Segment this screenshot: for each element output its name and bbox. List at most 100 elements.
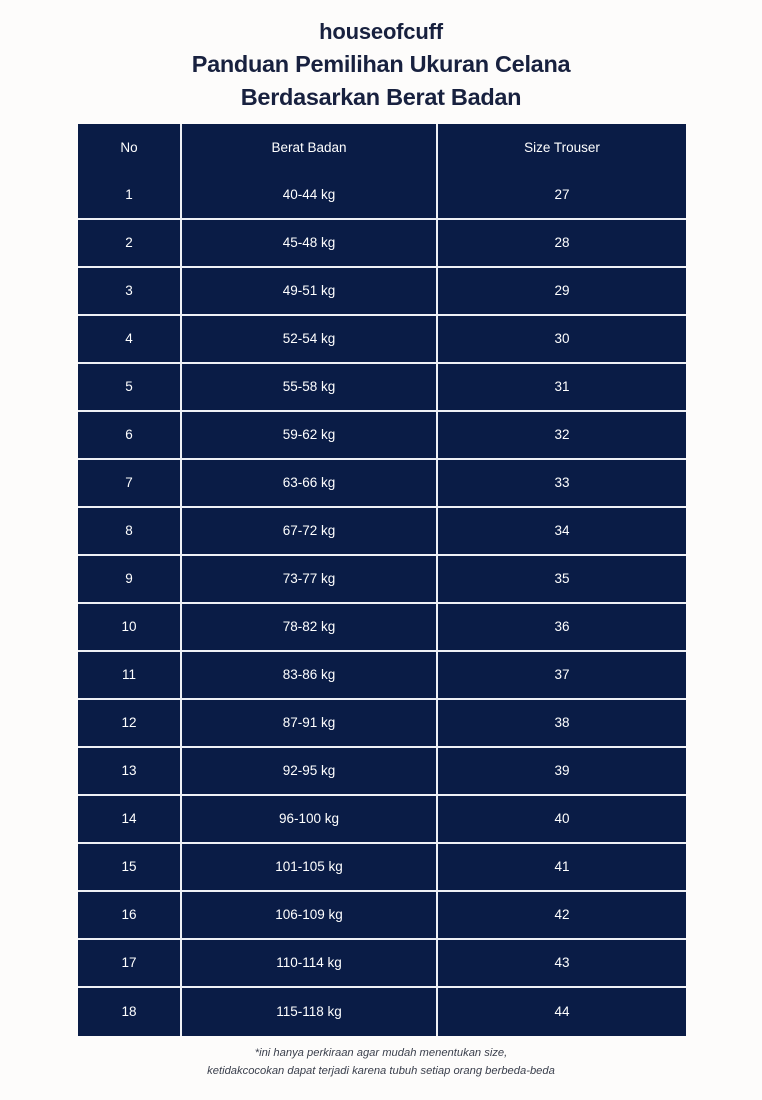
cell-no-value: 6	[125, 427, 133, 443]
cell-size: 29	[438, 268, 686, 316]
column-header-no-label: No	[120, 140, 138, 156]
cell-weight-value: 92-95 kg	[282, 763, 336, 779]
size-table: No Berat Badan Size Trouser 1 40-44 kg 2…	[78, 124, 686, 1036]
cell-no-value: 4	[125, 331, 133, 347]
cell-no: 7	[78, 460, 182, 508]
cell-size-value: 29	[554, 283, 570, 299]
cell-weight-value: 52-54 kg	[282, 331, 336, 347]
cell-size: 37	[438, 652, 686, 700]
cell-no-value: 16	[121, 907, 137, 923]
size-table-container: No Berat Badan Size Trouser 1 40-44 kg 2…	[78, 124, 686, 1036]
cell-size: 41	[438, 844, 686, 892]
cell-size: 32	[438, 412, 686, 460]
cell-no-value: 8	[125, 523, 133, 539]
cell-no-value: 11	[121, 667, 136, 683]
footnote-line-1: *ini hanya perkiraan agar mudah menentuk…	[254, 1047, 508, 1059]
cell-weight-value: 110-114 kg	[276, 955, 342, 971]
cell-weight: 78-82 kg	[182, 604, 438, 652]
cell-size-value: 36	[554, 619, 570, 635]
table-row: 14 96-100 kg 40	[78, 796, 686, 844]
cell-size: 44	[438, 988, 686, 1036]
brand-name: houseofcuff	[319, 19, 443, 44]
footnote: *ini hanya perkiraan agar mudah menentuk…	[0, 1045, 762, 1081]
cell-size-value: 39	[554, 763, 570, 779]
cell-size: 36	[438, 604, 686, 652]
table-row: 2 45-48 kg 28	[78, 220, 686, 268]
cell-weight-value: 67-72 kg	[282, 523, 336, 539]
cell-size: 30	[438, 316, 686, 364]
table-row: 16 106-109 kg 42	[78, 892, 686, 940]
page-title-line-2: Berdasarkan Berat Badan	[240, 83, 522, 110]
page-header: houseofcuff Panduan Pemilihan Ukuran Cel…	[0, 0, 762, 114]
cell-no-value: 15	[121, 859, 137, 875]
cell-weight-value: 115-118 kg	[276, 1004, 342, 1020]
footnote-line-2: ketidakcocokan dapat terjadi karena tubu…	[207, 1064, 555, 1077]
cell-size: 31	[438, 364, 686, 412]
cell-size-value: 42	[554, 907, 570, 923]
cell-size-value: 40	[554, 811, 570, 827]
cell-no: 15	[78, 844, 182, 892]
cell-weight: 55-58 kg	[182, 364, 438, 412]
cell-no: 1	[78, 172, 182, 220]
cell-weight: 96-100 kg	[182, 796, 438, 844]
column-header-no: No	[78, 124, 182, 172]
cell-no-value: 10	[121, 619, 137, 635]
cell-weight-value: 59-62 kg	[282, 427, 336, 443]
cell-weight-value: 63-66 kg	[282, 475, 336, 491]
cell-weight-value: 40-44 kg	[282, 187, 336, 203]
table-header-row: No Berat Badan Size Trouser	[78, 124, 686, 172]
table-row: 17 110-114 kg 43	[78, 940, 686, 988]
table-row: 5 55-58 kg 31	[78, 364, 686, 412]
cell-weight: 45-48 kg	[182, 220, 438, 268]
cell-size: 33	[438, 460, 686, 508]
table-row: 4 52-54 kg 30	[78, 316, 686, 364]
cell-size-value: 34	[554, 523, 570, 539]
cell-size-value: 32	[554, 427, 570, 443]
table-row: 11 83-86 kg 37	[78, 652, 686, 700]
cell-weight: 59-62 kg	[182, 412, 438, 460]
table-row: 15 101-105 kg 41	[78, 844, 686, 892]
cell-size: 42	[438, 892, 686, 940]
table-row: 10 78-82 kg 36	[78, 604, 686, 652]
cell-size-value: 33	[554, 475, 570, 491]
cell-no-value: 5	[125, 379, 133, 395]
cell-no-value: 17	[121, 955, 137, 971]
cell-no: 12	[78, 700, 182, 748]
cell-size: 40	[438, 796, 686, 844]
cell-no: 13	[78, 748, 182, 796]
cell-size-value: 31	[554, 379, 570, 395]
table-row: 6 59-62 kg 32	[78, 412, 686, 460]
cell-size: 39	[438, 748, 686, 796]
cell-weight: 101-105 kg	[182, 844, 438, 892]
table-row: 18 115-118 kg 44	[78, 988, 686, 1036]
cell-no: 11	[78, 652, 182, 700]
table-row: 8 67-72 kg 34	[78, 508, 686, 556]
cell-no: 2	[78, 220, 182, 268]
cell-weight-value: 87-91 kg	[282, 715, 336, 731]
cell-weight: 92-95 kg	[182, 748, 438, 796]
cell-no-value: 18	[121, 1004, 137, 1020]
cell-weight-value: 55-58 kg	[282, 379, 336, 395]
page-title-line-1: Panduan Pemilihan Ukuran Celana	[191, 51, 571, 78]
cell-weight: 67-72 kg	[182, 508, 438, 556]
cell-no: 3	[78, 268, 182, 316]
column-header-berat-badan-label: Berat Badan	[271, 140, 347, 156]
cell-size: 35	[438, 556, 686, 604]
cell-no: 14	[78, 796, 182, 844]
cell-no-value: 1	[125, 187, 133, 203]
cell-weight: 40-44 kg	[182, 172, 438, 220]
cell-no-value: 13	[121, 763, 137, 779]
cell-weight-value: 83-86 kg	[282, 667, 336, 683]
cell-size-value: 28	[554, 235, 570, 251]
cell-weight: 73-77 kg	[182, 556, 438, 604]
cell-no-value: 7	[125, 475, 133, 491]
cell-weight: 52-54 kg	[182, 316, 438, 364]
cell-weight-value: 101-105 kg	[275, 859, 343, 875]
table-row: 3 49-51 kg 29	[78, 268, 686, 316]
cell-size-value: 41	[554, 859, 570, 875]
cell-size-value: 44	[554, 1004, 570, 1020]
column-header-size-trouser: Size Trouser	[438, 124, 686, 172]
cell-no: 18	[78, 988, 182, 1036]
cell-weight-value: 49-51 kg	[282, 283, 336, 299]
